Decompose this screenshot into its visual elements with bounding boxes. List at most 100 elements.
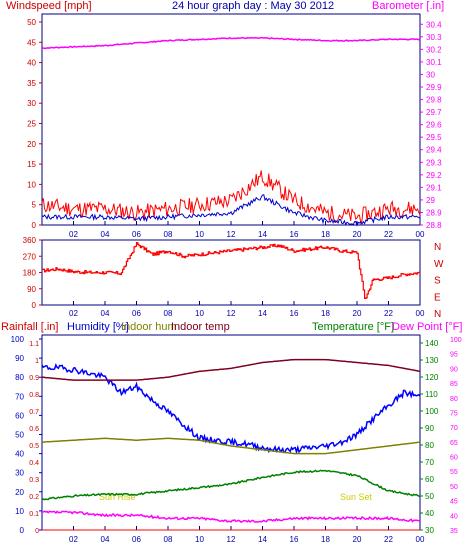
barometer-label: Barometer [.in] bbox=[372, 0, 444, 12]
dewpoint-line bbox=[41, 510, 421, 524]
dewpoint-label: Dew Point [°F] bbox=[392, 321, 462, 333]
dewpoint-tick-label: 55 bbox=[450, 469, 458, 476]
barometer-line bbox=[41, 36, 421, 50]
hour-tick-label: 18 bbox=[321, 535, 330, 544]
hour-tick-label: 18 bbox=[321, 309, 330, 318]
dewpoint-tick-label: 70 bbox=[450, 425, 458, 432]
rain-tick-label: 0.6 bbox=[29, 426, 39, 433]
hour-tick-label: 10 bbox=[195, 535, 204, 544]
hour-tick-label: 08 bbox=[164, 230, 173, 239]
wind-tick-label: 25 bbox=[27, 120, 36, 129]
hour-tick-label: 14 bbox=[258, 309, 267, 318]
hour-tick-label: 20 bbox=[353, 230, 362, 239]
temp-tick-label: 100 bbox=[425, 407, 439, 416]
temp-tick-label: 140 bbox=[425, 339, 439, 348]
hour-tick-label: 06 bbox=[132, 309, 141, 318]
rain-tick-label: 0.8 bbox=[29, 392, 39, 399]
wind-tick-label: 40 bbox=[27, 59, 36, 68]
rain-tick-label: 0.3 bbox=[29, 477, 39, 484]
hour-tick-label: 08 bbox=[164, 309, 173, 318]
wind-tick-label: 45 bbox=[27, 38, 36, 47]
temp-tick-label: 90 bbox=[425, 424, 434, 433]
data-series bbox=[41, 36, 421, 531]
hour-tick-label: 20 bbox=[353, 535, 362, 544]
dir-tick-label: 0 bbox=[32, 301, 37, 310]
baro-tick-label: 29.4 bbox=[426, 146, 442, 155]
baro-tick-label: 29.3 bbox=[426, 158, 442, 167]
dir-tick-label: 90 bbox=[27, 285, 36, 294]
wind-tick-label: 30 bbox=[27, 99, 36, 108]
dewpoint-tick-label: 75 bbox=[450, 410, 458, 417]
hour-tick-label: 14 bbox=[258, 535, 267, 544]
rainfall-label: Rainfall [.in] bbox=[1, 321, 58, 333]
dewpoint-tick-label: 100 bbox=[450, 337, 462, 344]
baro-tick-label: 30.2 bbox=[426, 45, 442, 54]
rain-tick-label: 0.7 bbox=[29, 409, 39, 416]
hour-tick-label: 16 bbox=[290, 309, 299, 318]
hour-tick-label: 04 bbox=[101, 230, 110, 239]
dewpoint-tick-label: 50 bbox=[450, 484, 458, 491]
panel-frames bbox=[41, 13, 421, 531]
temperature-line bbox=[41, 469, 421, 501]
humidity-line bbox=[41, 363, 421, 455]
hour-tick-label: 18 bbox=[321, 230, 330, 239]
humidity-tick-label: 60 bbox=[15, 411, 24, 420]
temp-tick-label: 130 bbox=[425, 356, 439, 365]
hour-tick-label: 06 bbox=[132, 535, 141, 544]
hour-tick-label: 16 bbox=[290, 535, 299, 544]
wind-tick-label: 5 bbox=[32, 201, 37, 210]
hour-tick-label: 04 bbox=[101, 309, 110, 318]
dewpoint-tick-label: 90 bbox=[450, 366, 458, 373]
rain-tick-label: 1.1 bbox=[29, 341, 39, 348]
indoor-humidity-line bbox=[42, 437, 421, 455]
hour-tick-label: 14 bbox=[258, 230, 267, 239]
hour-tick-label: 00 bbox=[416, 230, 425, 239]
baro-tick-label: 29.5 bbox=[426, 133, 442, 142]
humidity-tick-label: 10 bbox=[15, 507, 24, 516]
baro-tick-label: 29.1 bbox=[426, 183, 442, 192]
hour-tick-label: 06 bbox=[132, 230, 141, 239]
baro-tick-label: 29.2 bbox=[426, 171, 442, 180]
hour-tick-label: 22 bbox=[384, 230, 393, 239]
hour-tick-label: 00 bbox=[416, 535, 425, 544]
rain-tick-label: 0.2 bbox=[29, 494, 39, 501]
dir-tick-label: 180 bbox=[23, 269, 37, 278]
temp-tick-label: 120 bbox=[425, 373, 439, 382]
temp-tick-label: 30 bbox=[425, 526, 434, 535]
baro-tick-label: 30 bbox=[426, 70, 435, 79]
temp-tick-label: 60 bbox=[425, 475, 434, 484]
hour-tick-label: 22 bbox=[384, 535, 393, 544]
rain-tick-label: 0.1 bbox=[29, 511, 39, 518]
sunset-annotation: Sun Set bbox=[340, 492, 373, 502]
wind-tick-label: 20 bbox=[27, 140, 36, 149]
dewpoint-tick-label: 65 bbox=[450, 440, 458, 447]
compass-label: N bbox=[434, 309, 441, 320]
baro-tick-label: 28.9 bbox=[426, 208, 442, 217]
hour-tick-label: 02 bbox=[69, 535, 78, 544]
gust-line bbox=[41, 170, 421, 226]
baro-tick-label: 28.8 bbox=[426, 221, 442, 230]
rain-tick-label: 0.9 bbox=[29, 375, 39, 382]
indoor-temp-label: Indoor temp bbox=[171, 321, 230, 333]
baro-tick-label: 29.7 bbox=[426, 108, 442, 117]
hour-tick-label: 12 bbox=[227, 535, 236, 544]
dir-tick-label: 270 bbox=[23, 252, 37, 261]
hour-tick-label: 00 bbox=[416, 309, 425, 318]
chart-title: 24 hour graph day : May 30 2012 bbox=[172, 0, 334, 12]
dewpoint-tick-label: 60 bbox=[450, 455, 458, 462]
compass-label: E bbox=[434, 292, 441, 303]
baro-tick-label: 29.6 bbox=[426, 121, 442, 130]
temp-tick-label: 80 bbox=[425, 441, 434, 450]
hour-tick-label: 02 bbox=[69, 230, 78, 239]
humidity-tick-label: 100 bbox=[11, 335, 25, 344]
rain-tick-label: 0.4 bbox=[29, 460, 39, 467]
humidity-tick-label: 50 bbox=[15, 431, 24, 440]
humidity-tick-label: 0 bbox=[20, 526, 25, 535]
baro-tick-label: 30.1 bbox=[426, 58, 442, 67]
temp-tick-label: 110 bbox=[425, 390, 438, 399]
baro-tick-label: 29.9 bbox=[426, 83, 442, 92]
dewpoint-tick-label: 80 bbox=[450, 396, 458, 403]
wind-direction-line bbox=[42, 242, 421, 299]
